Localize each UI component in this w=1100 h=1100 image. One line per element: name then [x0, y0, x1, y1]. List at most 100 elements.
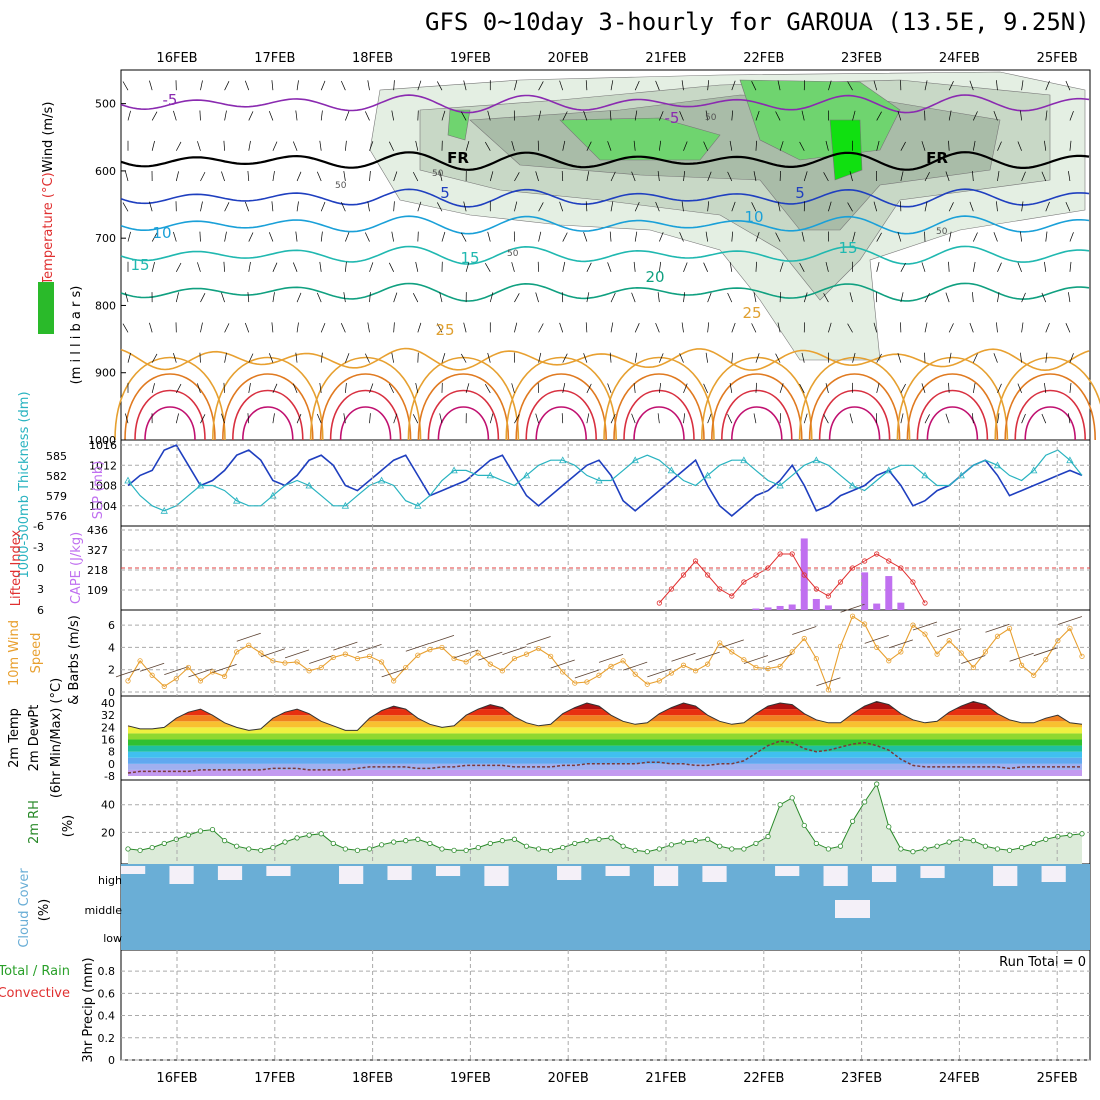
- wind-barb: [292, 383, 298, 394]
- wind-barb: [538, 231, 542, 242]
- temp-contour-loop: [134, 389, 206, 441]
- wind-barb: [633, 382, 636, 393]
- wind-barb: [828, 322, 832, 333]
- wind-barb: [607, 383, 612, 394]
- wind-barb-10m: [719, 639, 744, 649]
- cape-bar: [812, 598, 820, 610]
- wind-speed-marker: [765, 665, 771, 672]
- wind-barb: [221, 413, 225, 424]
- wind-barb: [993, 232, 998, 242]
- date-label-bottom: 25FEB: [1037, 1071, 1078, 1086]
- temp-contour-5: [120, 188, 1090, 208]
- wind-barb: [538, 323, 544, 333]
- wind-speed-marker: [197, 678, 204, 684]
- wind-barb: [125, 171, 129, 182]
- temp-band: [128, 757, 1082, 764]
- thickness-marker: [667, 466, 676, 474]
- wind-barb: [586, 383, 592, 394]
- rh-marker: [306, 832, 312, 838]
- cape-bar: [752, 608, 760, 610]
- li-marker: [692, 558, 699, 564]
- rh-marker: [415, 836, 421, 842]
- rh-contour-label: 50: [705, 113, 717, 123]
- date-label-top: 20FEB: [548, 51, 589, 66]
- temp-contour-loop: [623, 389, 695, 441]
- thickness-marker: [848, 481, 857, 489]
- wind-barb: [583, 231, 588, 242]
- wind-barb: [538, 81, 544, 91]
- wind-barb: [538, 352, 542, 363]
- wind-barb: [945, 171, 950, 182]
- wind-barb: [876, 111, 882, 121]
- panel-frame-slp: [120, 439, 1091, 527]
- rh-marker: [366, 846, 373, 852]
- wind-barb: [316, 292, 322, 303]
- li-marker: [801, 572, 807, 578]
- wind-barb: [755, 382, 757, 393]
- wind-barb: [707, 322, 710, 333]
- wind-speed-marker: [898, 649, 904, 655]
- wind-barb: [948, 261, 950, 272]
- precip-tick-label: 0: [108, 1054, 115, 1067]
- cloud-clear-high: [702, 866, 727, 882]
- cloud-clear-high: [339, 866, 364, 884]
- rh-marker: [934, 843, 940, 849]
- rh-marker: [548, 847, 554, 853]
- wind-barb: [610, 80, 614, 91]
- temp-contour-loop: [808, 373, 901, 441]
- wind-barb: [900, 413, 904, 424]
- wind-speed-marker: [705, 661, 711, 667]
- lifted-index-ylabel: Lifted Index: [9, 529, 24, 606]
- cloud-clear-high: [1041, 866, 1066, 882]
- wind-barb: [610, 201, 614, 212]
- wind-barb: [825, 383, 829, 393]
- wind-speed-marker: [1079, 653, 1085, 659]
- temp-band: [128, 763, 1082, 770]
- rh-marker: [862, 799, 868, 805]
- wind-barb: [924, 352, 926, 363]
- wind-barb: [535, 171, 539, 182]
- wind-barb: [272, 292, 275, 303]
- rh-marker: [487, 840, 493, 847]
- slp-ylabel: SLP (mb): [91, 461, 106, 520]
- wind-barb: [393, 322, 395, 333]
- wind-barb: [1041, 171, 1047, 182]
- wind-barb: [173, 110, 177, 121]
- cloud-level-label: high: [98, 874, 122, 887]
- wind-barb: [586, 262, 592, 272]
- wind-speed-marker: [584, 679, 590, 685]
- wind-barb: [997, 292, 1000, 303]
- wind-barb: [610, 413, 616, 424]
- wind-barb: [707, 80, 710, 91]
- rh-marker: [209, 826, 216, 833]
- wind-barb: [655, 322, 660, 333]
- wind-barb: [679, 353, 684, 363]
- wind-barb: [417, 322, 422, 333]
- wind-speed-marker: [644, 681, 650, 687]
- temp-ylabel: 2m Temp: [7, 708, 22, 768]
- wind-barb: [272, 141, 278, 151]
- wind-speed-marker: [741, 657, 747, 663]
- wind-barb-10m: [623, 661, 648, 671]
- wind-barb: [609, 352, 612, 363]
- temp-contour-loop: [535, 406, 587, 441]
- wind-barb: [151, 353, 158, 363]
- wind-barb: [221, 292, 225, 303]
- thickness-marker: [414, 501, 422, 509]
- wind-barb: [924, 293, 930, 303]
- wind-barb: [271, 201, 274, 212]
- rh-marker: [185, 832, 191, 838]
- temp-tick-label: 32: [101, 709, 115, 722]
- wind-barb: [607, 141, 612, 151]
- wind-barb: [972, 261, 976, 272]
- temp-band: [128, 745, 1082, 752]
- wind-barb: [559, 201, 564, 212]
- wind-barb-10m: [961, 655, 986, 664]
- wind-barb: [924, 231, 926, 242]
- wind-barb: [1021, 413, 1026, 424]
- cape-bar: [764, 607, 772, 610]
- lifted-index-line: [658, 553, 926, 604]
- wind-barb: [319, 140, 322, 151]
- cloud-clear-high: [775, 866, 800, 876]
- rh-tick-label: 40: [101, 799, 115, 812]
